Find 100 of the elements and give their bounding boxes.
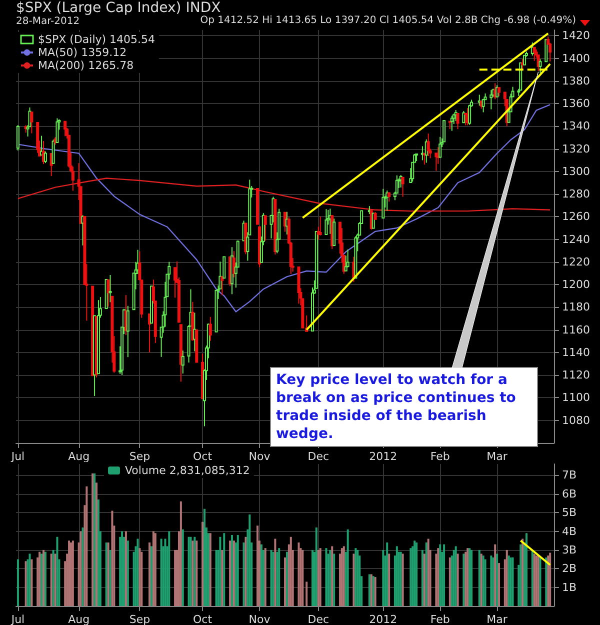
bar — [340, 548, 343, 606]
y-tick-label: 1120 — [562, 368, 590, 382]
candlestick — [538, 58, 542, 74]
bar — [302, 550, 304, 606]
bar — [154, 533, 156, 606]
x-tick-label: Oct — [193, 613, 213, 625]
bar — [97, 500, 100, 606]
line-series — [17, 104, 551, 312]
y-tick-label: 1360 — [562, 97, 590, 110]
x-tick-label: Mar — [486, 613, 508, 625]
candlestick — [401, 176, 404, 198]
bar — [331, 546, 334, 606]
bar — [492, 557, 494, 606]
bar — [244, 536, 247, 606]
bar — [506, 550, 508, 606]
bar — [150, 546, 152, 606]
bar — [136, 538, 139, 606]
bar — [96, 482, 98, 606]
bar — [346, 529, 349, 606]
bar — [427, 538, 430, 606]
candlestick — [388, 192, 391, 202]
y-tick-label: 5B — [562, 506, 577, 520]
bar — [72, 540, 74, 606]
candlestick — [222, 256, 226, 279]
candlestick — [426, 133, 430, 157]
bar — [317, 550, 320, 606]
bar — [470, 550, 473, 606]
bar — [494, 544, 496, 606]
bar — [160, 538, 162, 606]
bar — [121, 531, 124, 606]
x-tick-label: Dec — [308, 450, 330, 463]
candlestick — [462, 110, 466, 124]
candlestick — [16, 124, 20, 152]
y-tick-label: 1B — [562, 580, 577, 594]
bar — [140, 552, 143, 606]
bar — [111, 510, 114, 606]
bar — [56, 536, 58, 606]
candlestick — [181, 350, 184, 374]
candlestick — [30, 112, 34, 134]
y-tick-label: 1420 — [562, 29, 590, 42]
legend-label: MA(200) 1265.78 — [38, 59, 134, 72]
bar — [86, 486, 88, 606]
bar — [16, 559, 19, 606]
bar — [203, 508, 206, 606]
candlestick — [264, 215, 267, 242]
bar — [356, 550, 359, 606]
candlestick — [544, 39, 548, 62]
y-tick-label: 1220 — [562, 255, 590, 268]
y-tick-label: 1260 — [562, 210, 590, 224]
x-tick-label: Sep — [129, 613, 150, 625]
x-tick-label: Dec — [308, 613, 330, 625]
legend-label: Volume 2,831,085,312 — [125, 464, 250, 477]
bar — [329, 550, 332, 606]
bar — [298, 542, 300, 606]
x-tick-label: Aug — [68, 450, 90, 463]
bar — [124, 531, 127, 606]
chart-title: $SPX (Large Cap Index) INDX — [16, 0, 221, 16]
bar — [180, 501, 182, 606]
y-tick-label: 1380 — [562, 74, 590, 88]
y-tick-label: 1180 — [562, 300, 590, 314]
x-tick-label: Mar — [486, 450, 508, 463]
bar — [414, 540, 416, 606]
annotation: Key price level to watch for a break on as price continues to trade inside of the bearish wedge. — [276, 372, 521, 442]
bar — [306, 582, 308, 606]
bar — [30, 559, 33, 606]
y-tick-label: 6B — [562, 487, 577, 500]
bar — [274, 538, 276, 606]
bar — [396, 546, 398, 606]
candlestick — [64, 120, 67, 137]
bar — [223, 533, 226, 606]
bar — [196, 540, 198, 606]
bar — [219, 536, 222, 606]
bar — [315, 528, 318, 606]
bar — [276, 552, 278, 606]
y-tick-label: 1400 — [562, 52, 590, 65]
bar — [478, 550, 480, 606]
bar — [221, 550, 224, 606]
y-tick-label: 1160 — [562, 323, 590, 336]
bar — [260, 544, 262, 606]
bar — [531, 550, 534, 606]
bar — [437, 548, 440, 606]
candlestick — [332, 218, 336, 246]
candlestick — [456, 113, 460, 130]
bar — [152, 531, 154, 606]
y-tick-label: 7B — [562, 468, 577, 482]
x-tick-label: Oct — [193, 450, 213, 463]
x-tick-label: Nov — [248, 450, 271, 463]
legend-label: $SPX (Daily) 1405.54 — [38, 33, 156, 46]
x-tick-label: Nov — [248, 613, 271, 625]
bar — [549, 552, 552, 606]
bar — [484, 559, 486, 606]
y-tick-label: 1200 — [562, 278, 590, 292]
x-tick-label: Jul — [10, 613, 25, 625]
bar — [416, 542, 418, 606]
bar — [148, 542, 151, 606]
bar — [248, 514, 251, 606]
bar — [508, 556, 510, 606]
bar — [496, 554, 498, 606]
bar — [452, 550, 455, 606]
line-series — [17, 178, 551, 212]
